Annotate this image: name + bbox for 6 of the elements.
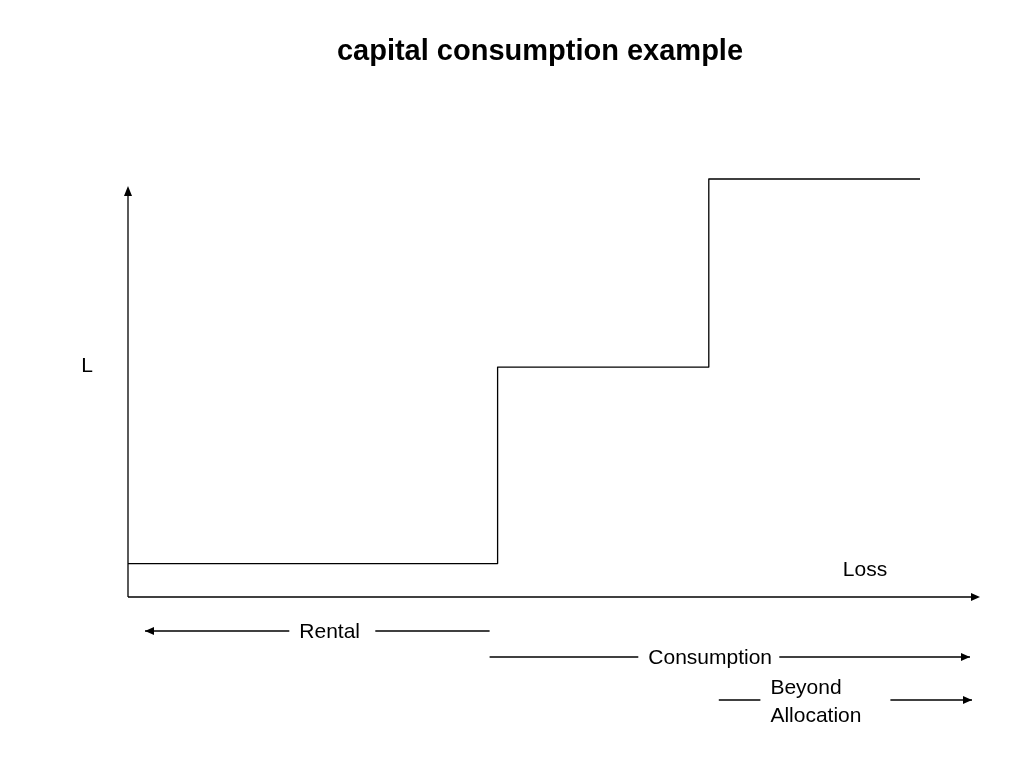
text: Consumption <box>648 645 773 668</box>
text: Rental <box>299 619 360 642</box>
chart-title: capital consumption example <box>336 34 744 66</box>
text: Beyond Allocation <box>770 675 862 726</box>
y-axis-title: L <box>81 353 93 376</box>
x-axis-title: Loss <box>842 557 888 580</box>
